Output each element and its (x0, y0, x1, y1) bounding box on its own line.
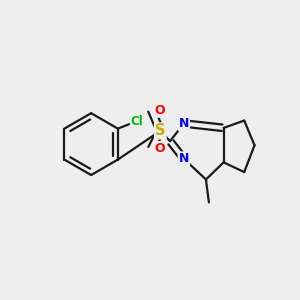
Text: O: O (154, 142, 165, 155)
Text: N: N (179, 152, 189, 165)
Text: S: S (155, 123, 166, 138)
Text: Cl: Cl (130, 115, 143, 128)
Text: O: O (154, 104, 165, 117)
Text: N: N (179, 117, 189, 130)
